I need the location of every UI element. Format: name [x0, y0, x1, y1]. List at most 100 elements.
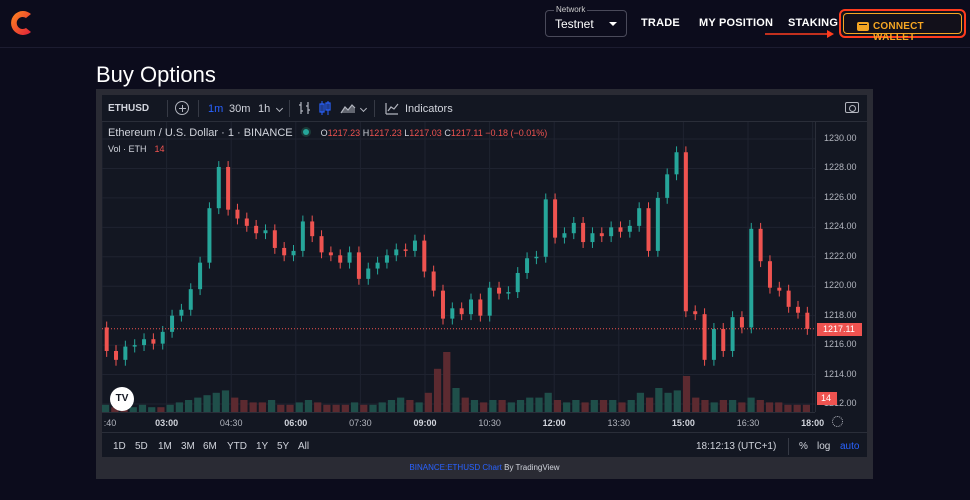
volume-bar: [655, 388, 663, 412]
toolbar-divider: [289, 100, 290, 117]
candle-body: [469, 299, 474, 315]
candle-body: [459, 308, 464, 315]
candle-body: [637, 208, 642, 226]
volume-bar: [738, 402, 746, 412]
app-logo[interactable]: [6, 7, 36, 39]
range-all[interactable]: All: [298, 441, 310, 452]
price-plot[interactable]: [102, 122, 815, 412]
volume-bar: [249, 402, 257, 412]
volume-bar: [526, 397, 534, 412]
area-style-icon[interactable]: [340, 102, 356, 114]
volume-bar: [609, 400, 617, 412]
candle-body: [198, 262, 203, 290]
candle-body: [207, 208, 212, 263]
nav-staking[interactable]: STAKING: [788, 17, 839, 29]
volume-bar: [627, 400, 635, 412]
indicators-button[interactable]: Indicators: [405, 103, 453, 115]
y-tick-label: 1214.00: [824, 368, 857, 379]
compare-plus-icon[interactable]: [175, 101, 189, 115]
top-navbar: Network Testnet TRADE MY POSITION STAKIN…: [0, 0, 970, 48]
candle-body: [431, 271, 436, 291]
volume-bar: [701, 400, 709, 412]
range-1y[interactable]: 1Y: [256, 441, 269, 452]
candle-body: [478, 299, 483, 316]
candle-body: [683, 152, 688, 312]
candle-body: [739, 317, 744, 328]
camera-icon[interactable]: [845, 102, 859, 113]
chart-attribution: BINANCE:ETHUSD Chart By TradingView: [96, 463, 873, 472]
range-5d[interactable]: 5D: [135, 441, 148, 452]
candle-body: [263, 230, 268, 234]
volume-bar: [258, 402, 266, 412]
volume-bar: [203, 395, 211, 412]
interval-1m[interactable]: 1m: [208, 103, 224, 115]
candle-body: [599, 233, 604, 237]
connect-wallet-button[interactable]: CONNECT WALLET: [839, 9, 966, 43]
x-tick-label: 09:00: [413, 418, 437, 428]
candle-body: [777, 287, 782, 291]
volume-bar: [756, 400, 764, 412]
price-axis[interactable]: 1212.00 1214.00 1216.00 1218.00 1220.00 1222.…: [815, 122, 867, 412]
volume-bar: [636, 392, 645, 412]
volume-bar: [184, 400, 193, 412]
candle-body: [730, 317, 735, 351]
x-tick-label: :40: [103, 418, 117, 428]
attribution-link[interactable]: BINANCE:ETHUSD Chart: [409, 463, 502, 472]
candle-body: [366, 268, 371, 279]
market-status-icon: [302, 129, 309, 135]
chart-legend: Ethereum / U.S. Dollar · 1 · BINANCE O121…: [108, 127, 547, 139]
volume-bar: [747, 397, 755, 412]
candle-body: [749, 228, 754, 328]
network-legend: Network: [554, 5, 588, 14]
range-1m[interactable]: 1M: [158, 441, 172, 452]
candle-body: [291, 250, 296, 256]
volume-bar: [397, 397, 405, 412]
nav-trade[interactable]: TRADE: [641, 17, 680, 29]
volume-bar: [802, 404, 810, 412]
candle-body: [440, 290, 445, 319]
x-tick-label: 12:00: [542, 418, 566, 428]
legend-ohlc: O1217.23 H1217.23 L1217.03 C1217.11 −0.1…: [320, 128, 548, 138]
candle-body: [786, 290, 791, 307]
range-5y[interactable]: 5Y: [277, 441, 290, 452]
volume-bar: [563, 402, 571, 412]
tradingview-logo[interactable]: TV: [110, 387, 134, 411]
candle-body: [562, 233, 567, 238]
volume-bar: [360, 404, 368, 412]
candle-body: [235, 209, 240, 219]
interval-dropdown-icon[interactable]: [275, 104, 284, 113]
candles-style-icon[interactable]: [318, 100, 332, 116]
interval-1h[interactable]: 1h: [258, 103, 271, 115]
network-value: Testnet: [555, 17, 594, 31]
network-select[interactable]: Network Testnet: [545, 5, 627, 37]
percent-toggle[interactable]: %: [799, 441, 808, 452]
chart-style-dropdown-icon[interactable]: [359, 104, 368, 113]
bars-style-icon[interactable]: [298, 101, 312, 115]
volume-bar: [267, 400, 276, 412]
volume-bar: [572, 400, 580, 412]
volume-bar: [166, 404, 174, 412]
range-3m[interactable]: 3M: [181, 441, 195, 452]
volume-bar: [618, 402, 626, 412]
candle-body: [216, 166, 221, 209]
range-6m[interactable]: 6M: [203, 441, 217, 452]
attribution-text: By TradingView: [501, 463, 560, 472]
candle-body: [581, 222, 586, 243]
volume-bar: [516, 400, 525, 412]
clock-timezone[interactable]: 18:12:13 (UTC+1): [696, 441, 777, 452]
volume-bar: [710, 402, 718, 412]
symbol-search[interactable]: ETHUSD: [108, 103, 150, 114]
auto-toggle[interactable]: auto: [840, 441, 860, 452]
range-1d[interactable]: 1D: [113, 441, 126, 452]
interval-30m[interactable]: 30m: [229, 103, 251, 115]
candle-body: [170, 315, 175, 332]
y-tick-label: 1226.00: [824, 191, 857, 202]
nav-my-position[interactable]: MY POSITION: [699, 17, 774, 29]
volume-bar: [729, 400, 737, 412]
gear-icon[interactable]: [832, 416, 843, 427]
indicators-icon[interactable]: [385, 102, 399, 115]
time-axis[interactable]: :40 03:00 04:30 06:00 07:30 09:00 10:30 12:00 13…: [102, 412, 824, 432]
range-ytd[interactable]: YTD: [227, 441, 247, 452]
candle-body: [179, 309, 184, 316]
log-toggle[interactable]: log: [817, 441, 831, 452]
